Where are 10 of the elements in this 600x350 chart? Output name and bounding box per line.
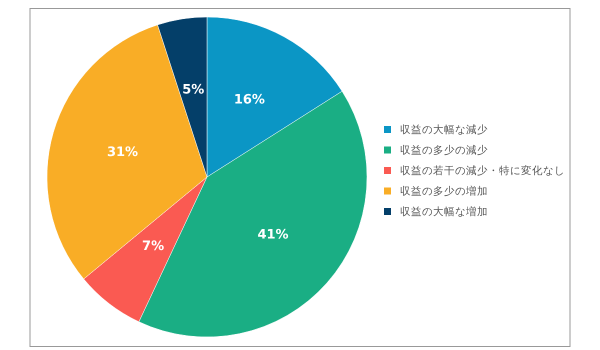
legend-label: 収益の多少の増加 [400, 184, 488, 198]
legend-label: 収益の大幅な増加 [400, 205, 488, 218]
data-label: 7% [142, 239, 164, 254]
legend-label: 収益の多少の減少 [400, 144, 488, 156]
data-label: 31% [106, 144, 138, 160]
data-label: 41% [257, 228, 289, 243]
data-label: 5% [182, 82, 204, 98]
data-label: 16% [234, 92, 265, 108]
legend-label: 収益の若干の減少・特に変化なし [400, 164, 565, 177]
legend-label: 収益の大幅な減少 [400, 123, 488, 136]
